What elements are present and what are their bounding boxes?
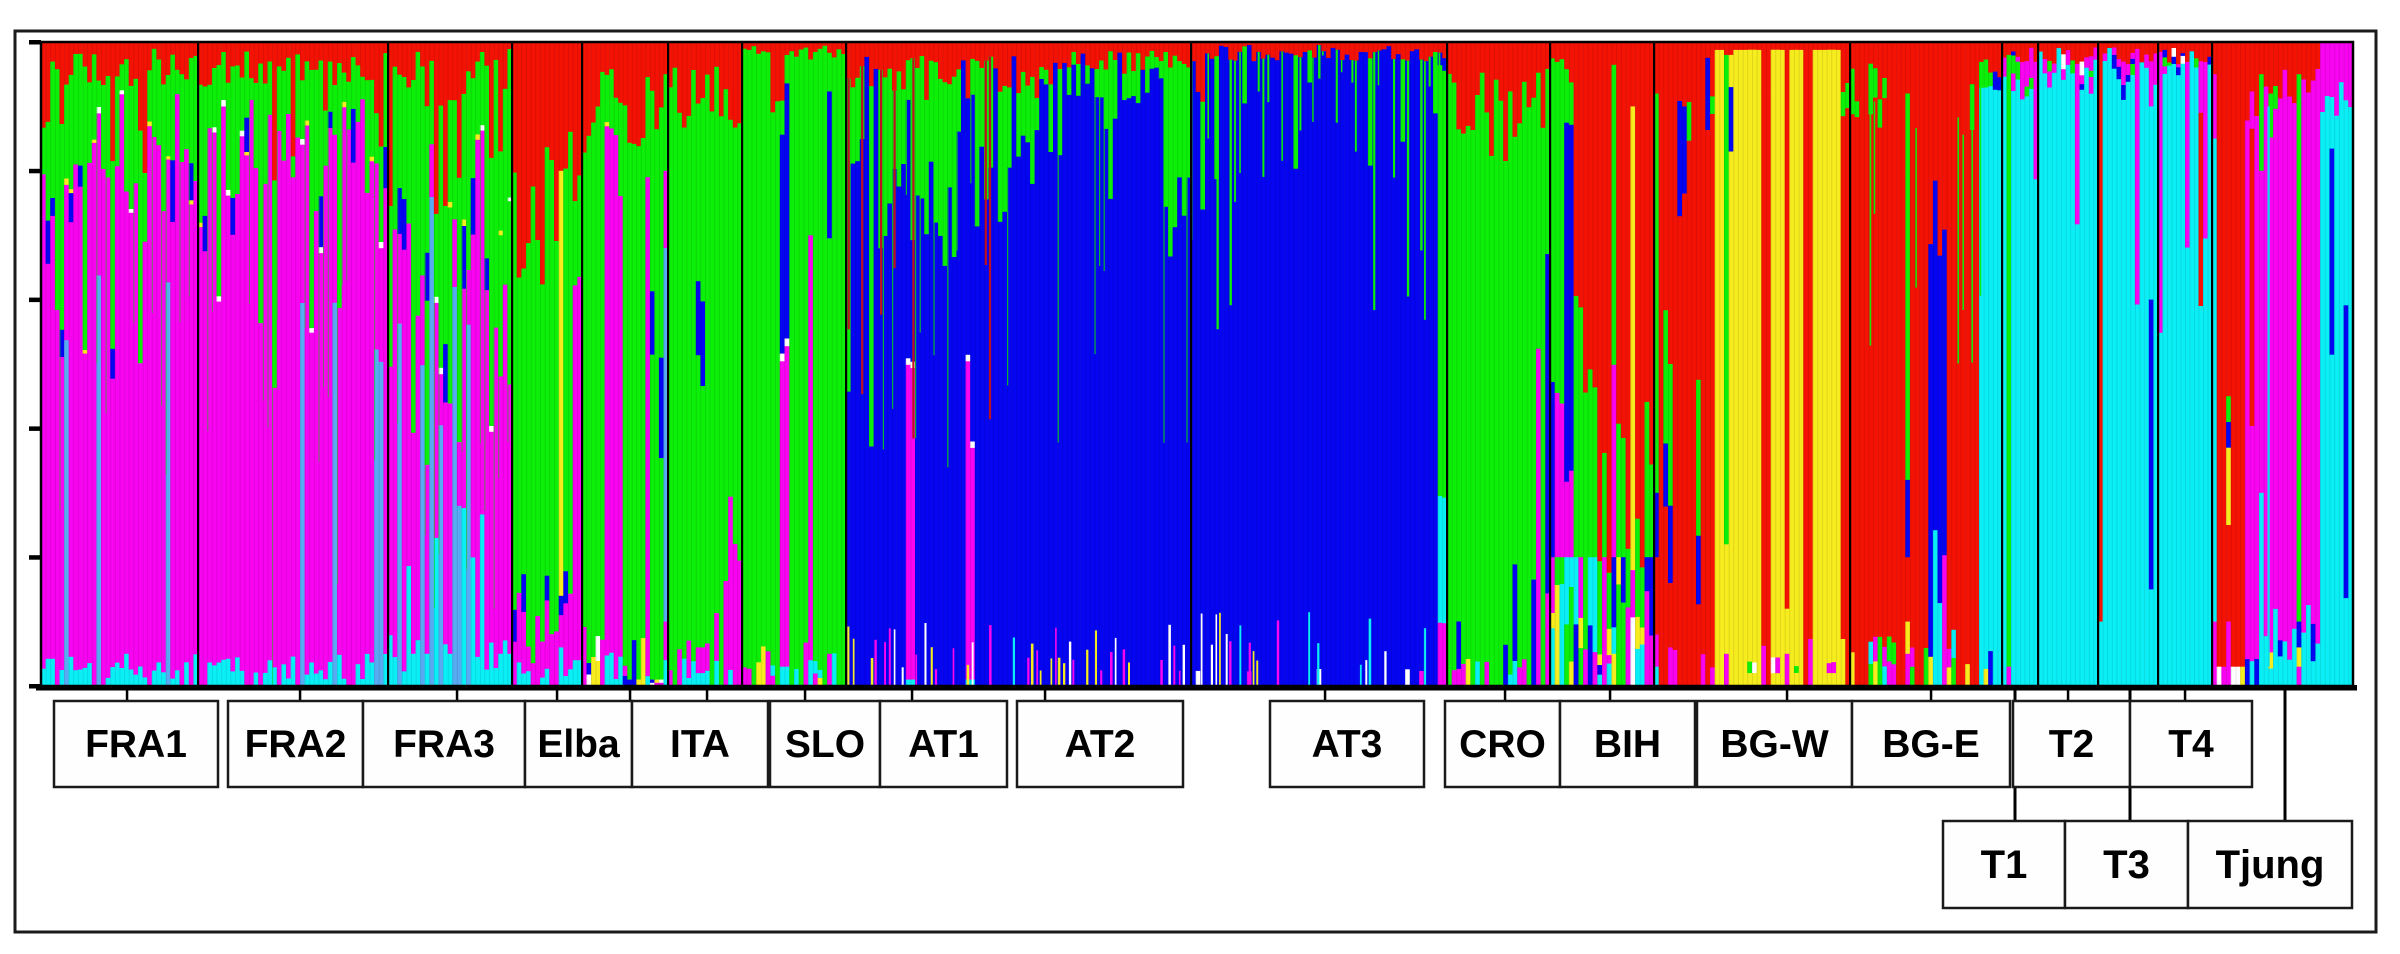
svg-text:ITA: ITA (670, 723, 730, 766)
svg-text:Elba: Elba (537, 723, 620, 766)
svg-text:FRA3: FRA3 (393, 723, 495, 766)
svg-text:AT1: AT1 (908, 723, 979, 766)
svg-text:BG-W: BG-W (1720, 723, 1828, 766)
svg-text:AT2: AT2 (1065, 723, 1136, 766)
svg-text:AT3: AT3 (1312, 723, 1383, 766)
svg-text:T2: T2 (2049, 723, 2095, 766)
svg-text:CRO: CRO (1459, 723, 1546, 766)
svg-text:SLO: SLO (785, 723, 865, 766)
svg-text:T1: T1 (1981, 843, 2028, 887)
svg-text:BIH: BIH (1594, 723, 1661, 766)
svg-text:T3: T3 (2103, 843, 2150, 887)
svg-text:FRA1: FRA1 (85, 723, 187, 766)
svg-text:T4: T4 (2168, 723, 2214, 766)
svg-text:Tjung: Tjung (2216, 843, 2325, 887)
svg-text:FRA2: FRA2 (245, 723, 347, 766)
svg-text:BG-E: BG-E (1882, 723, 1980, 766)
